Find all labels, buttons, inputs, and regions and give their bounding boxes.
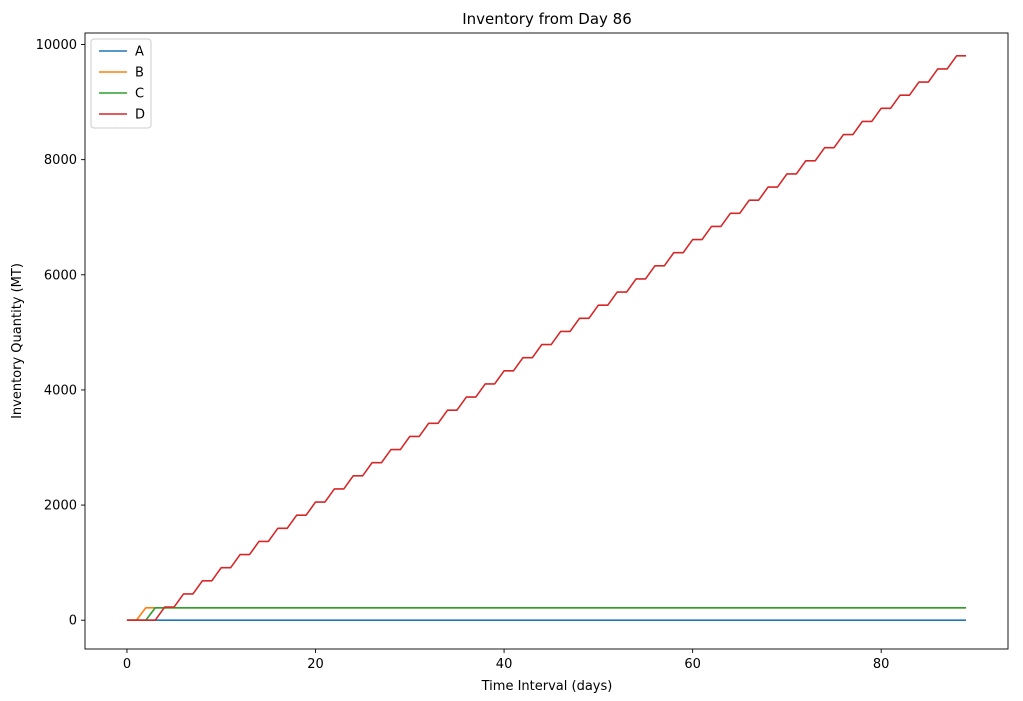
legend-label-b: B [135,66,144,81]
x-axis-label: Time Interval (days) [481,679,613,694]
legend-label-a: A [135,45,144,60]
y-tick-label: 4000 [44,383,77,398]
legend-label-d: D [135,108,145,123]
legend-box [90,38,152,129]
y-tick-label: 0 [69,614,77,629]
y-tick-label: 10000 [36,38,77,53]
y-tick-label: 2000 [44,499,77,514]
x-tick-label: 60 [684,657,701,672]
legend-label-c: C [135,87,144,102]
series-line-d [126,54,967,622]
plot-area [85,33,1008,649]
x-tick-label: 0 [123,657,131,672]
x-tick-label: 40 [496,657,513,672]
y-axis-label: Inventory Quantity (MT) [10,263,25,419]
y-tick-label: 6000 [44,268,77,283]
y-tick-label: 8000 [44,153,77,168]
series-layer [126,54,967,622]
plot-background [85,33,1008,649]
x-tick-label: 20 [307,657,324,672]
x-tick-label: 80 [873,657,890,672]
chart-title: Inventory from Day 86 [462,10,632,28]
axes-layer: 0 20 40 60 80 0 2000 4000 6000 8000 10000 [36,32,1009,672]
axes-frame [84,32,1009,650]
